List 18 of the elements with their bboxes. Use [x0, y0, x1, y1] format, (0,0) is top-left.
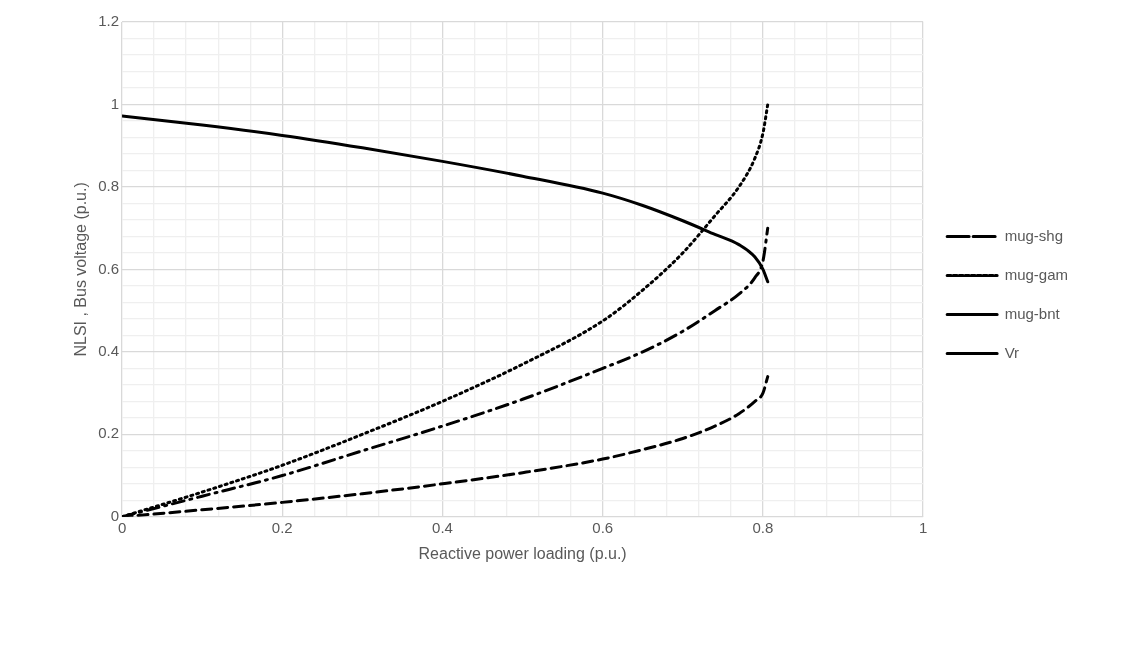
- x-tick-label: 0.2: [271, 518, 293, 536]
- y-tick-label: 1.2: [98, 12, 120, 30]
- legend-label: Vr: [1004, 343, 1020, 361]
- y-tick-label: 0.8: [98, 177, 120, 195]
- legend-label: mug-bnt: [1004, 304, 1061, 322]
- y-axis-title: NLSI , Bus voltage (p.u.): [72, 182, 90, 357]
- x-tick-label: 0.6: [592, 518, 614, 536]
- x-tick-label: 0.4: [432, 518, 453, 536]
- x-tick-label: 1: [918, 518, 928, 536]
- x-tick-label: 0.8: [752, 518, 774, 536]
- y-tick-label: 0.4: [98, 342, 120, 360]
- x-axis-title: Reactive power loading (p.u.): [418, 544, 627, 562]
- y-tick-label: 1: [110, 94, 120, 112]
- y-tick-label: 0.2: [98, 424, 120, 442]
- y-tick-label: 0.6: [98, 259, 120, 277]
- legend-label: mug-shg: [1004, 226, 1063, 244]
- y-tick-label: 0: [110, 506, 120, 524]
- legend-label: mug-gam: [1004, 265, 1068, 283]
